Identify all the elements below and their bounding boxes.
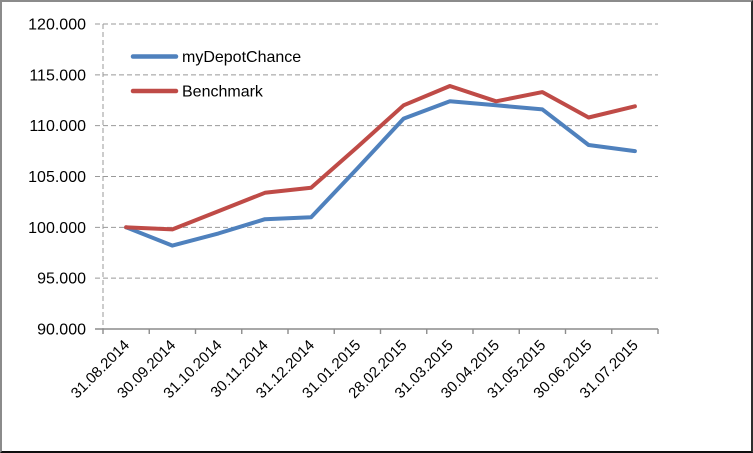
- series-line-benchmark: [124, 84, 637, 232]
- legend-label-benchmark: Benchmark: [182, 84, 264, 101]
- legend-label-mydepotchance: myDepotChance: [182, 49, 301, 66]
- y-axis-tick-label: 105.000: [28, 169, 86, 186]
- y-axis-tick-label: 115.000: [29, 67, 86, 84]
- y-axis-tick-label: 100.000: [28, 220, 86, 237]
- y-axis-tick-label: 110.000: [29, 118, 86, 135]
- y-axis-tick-label: 95.000: [37, 271, 86, 288]
- series-line-mydepotchance: [124, 99, 637, 248]
- y-axis-tick-label: 90.000: [37, 322, 86, 339]
- y-axis-tick-label: 120.000: [28, 17, 86, 34]
